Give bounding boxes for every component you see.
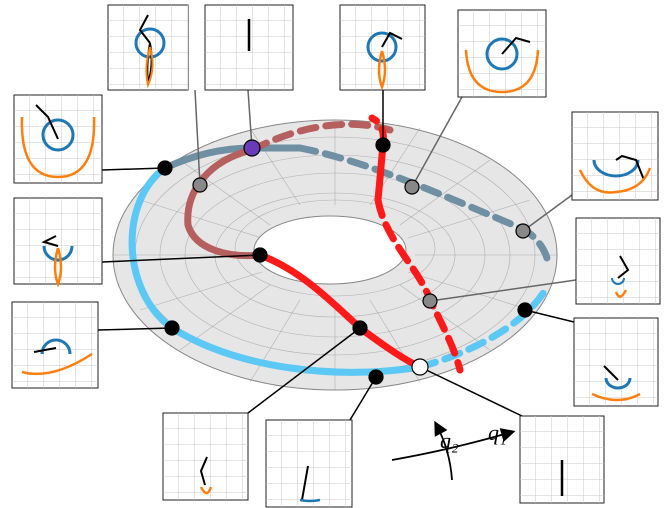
q1-label: q₁ bbox=[488, 420, 507, 445]
connectors bbox=[97, 89, 577, 421]
insets bbox=[11, 4, 661, 508]
points bbox=[157, 137, 533, 385]
axes-arrows bbox=[391, 420, 516, 481]
q2-label: q₂ bbox=[440, 428, 459, 453]
